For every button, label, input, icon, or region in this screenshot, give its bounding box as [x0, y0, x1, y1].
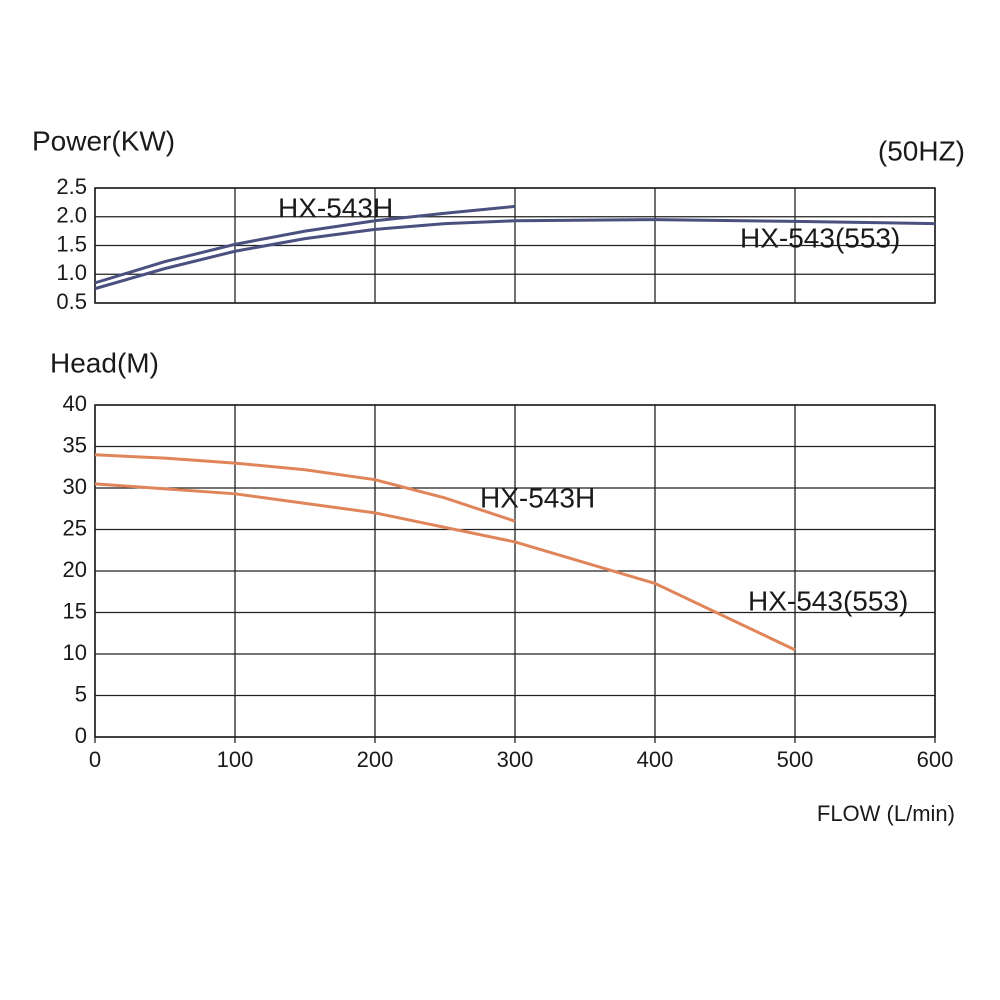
x-tick-label: 600 [917, 747, 954, 772]
series-label: HX-543H [278, 192, 393, 223]
series-line [94, 453, 516, 523]
y-tick-label: 5 [75, 681, 87, 706]
series-label: HX-543H [480, 482, 595, 513]
x-tick-label: 400 [637, 747, 674, 772]
y-axis-title: Power(KW) [32, 125, 175, 156]
y-axis-title: Head(M) [50, 347, 159, 378]
plot-frame [94, 187, 936, 304]
y-tick-label: 30 [63, 474, 87, 499]
series-line [94, 204, 516, 285]
series-line [94, 218, 936, 291]
series-label: HX-543(553) [748, 585, 908, 616]
y-tick-label: 2.5 [56, 174, 87, 199]
x-tick-label: 200 [357, 747, 394, 772]
y-tick-label: 35 [63, 432, 87, 457]
series-line [94, 482, 796, 652]
y-tick-label: 25 [63, 515, 87, 540]
y-tick-label: 0.5 [56, 289, 87, 314]
x-tick-label: 100 [217, 747, 254, 772]
x-tick-label: 500 [777, 747, 814, 772]
y-tick-label: 1.5 [56, 231, 87, 256]
y-tick-label: 0 [75, 723, 87, 748]
y-tick-label: 10 [63, 640, 87, 665]
series-label: HX-543(553) [740, 222, 900, 253]
y-tick-label: 2.0 [56, 203, 87, 228]
x-axis-title: FLOW (L/min) [817, 801, 955, 826]
y-tick-label: 1.0 [56, 260, 87, 285]
y-tick-label: 20 [63, 557, 87, 582]
annotation: (50HZ) [878, 135, 965, 166]
y-tick-label: 40 [63, 391, 87, 416]
y-tick-label: 15 [63, 598, 87, 623]
plot-frame [94, 404, 936, 738]
x-tick-label: 300 [497, 747, 534, 772]
x-tick-label: 0 [89, 747, 101, 772]
